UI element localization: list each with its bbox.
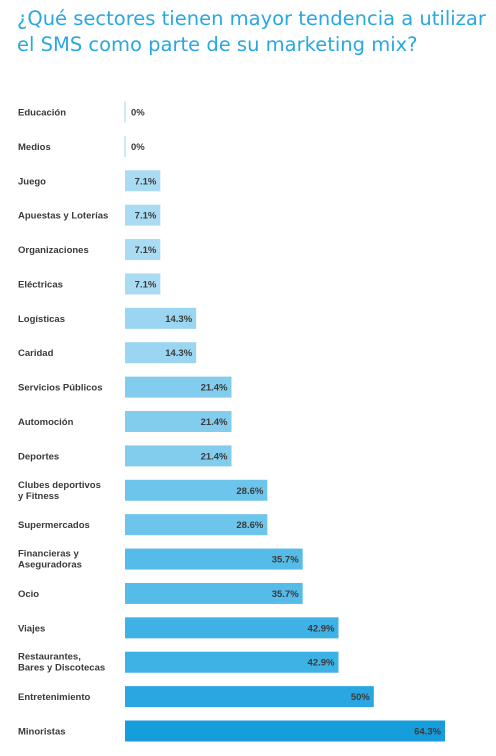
value-label: 14.3% <box>165 314 192 325</box>
bar <box>125 479 268 501</box>
category-label: Automoción <box>18 417 74 428</box>
category-label: Deportes <box>18 451 59 462</box>
bars-group: Educación 0% Medios 0% Juego 7.1% Apuestas y L… <box>18 101 445 742</box>
category-label: Organizaciones <box>18 245 89 256</box>
value-label: 21.4% <box>201 417 228 428</box>
category-label: Entretenimiento <box>18 692 91 703</box>
category-label: Caridad <box>18 348 54 359</box>
category-label: Educación <box>18 108 66 119</box>
value-label: 14.3% <box>165 348 192 359</box>
category-label: Juego <box>18 176 46 187</box>
value-label: 0% <box>131 108 145 119</box>
value-label: 28.6% <box>236 520 263 531</box>
value-label: 42.9% <box>308 658 335 669</box>
category-label: Clubes deportivos y Fitness <box>18 480 101 502</box>
bar <box>125 204 161 226</box>
bar <box>125 514 268 536</box>
category-label: Financieras y Aseguradoras <box>18 549 82 571</box>
chart-title: ¿Qué sectores tienen mayor tendencia a u… <box>17 7 486 56</box>
value-label: 42.9% <box>308 623 335 634</box>
value-label: 35.7% <box>272 555 299 566</box>
bar <box>125 376 232 398</box>
value-label: 7.1% <box>135 279 157 290</box>
bar <box>125 342 197 364</box>
value-label: 21.4% <box>201 451 228 462</box>
bar <box>125 307 197 329</box>
category-label: Servicios Públicos <box>18 383 102 394</box>
category-label: Medios <box>18 142 51 153</box>
value-label: 7.1% <box>135 211 157 222</box>
bar <box>125 582 303 604</box>
category-label: Apuestas y Loterías <box>18 211 108 222</box>
bar <box>125 170 161 192</box>
bar <box>125 651 339 673</box>
bar <box>125 239 161 261</box>
value-label: 7.1% <box>135 176 157 187</box>
category-label: Viajes <box>18 623 45 634</box>
bar <box>125 273 161 295</box>
value-label: 0% <box>131 142 145 153</box>
value-label: 35.7% <box>272 589 299 600</box>
value-label: 21.4% <box>201 383 228 394</box>
bar <box>125 445 232 467</box>
category-label: Logísticas <box>18 314 65 325</box>
bar <box>125 617 339 639</box>
bar <box>125 720 445 742</box>
category-label: Supermercados <box>18 520 90 531</box>
category-label: Restaurantes, Bares y Discotecas <box>18 652 105 674</box>
bar <box>125 548 303 570</box>
category-label: Eléctricas <box>18 279 63 290</box>
value-label: 28.6% <box>236 486 263 497</box>
category-label: Minoristas <box>18 727 66 738</box>
value-label: 7.1% <box>135 245 157 256</box>
value-label: 64.3% <box>414 727 441 738</box>
bar <box>125 411 232 432</box>
bar <box>125 686 374 708</box>
value-label: 50% <box>351 692 371 703</box>
category-label: Ocio <box>18 589 39 600</box>
